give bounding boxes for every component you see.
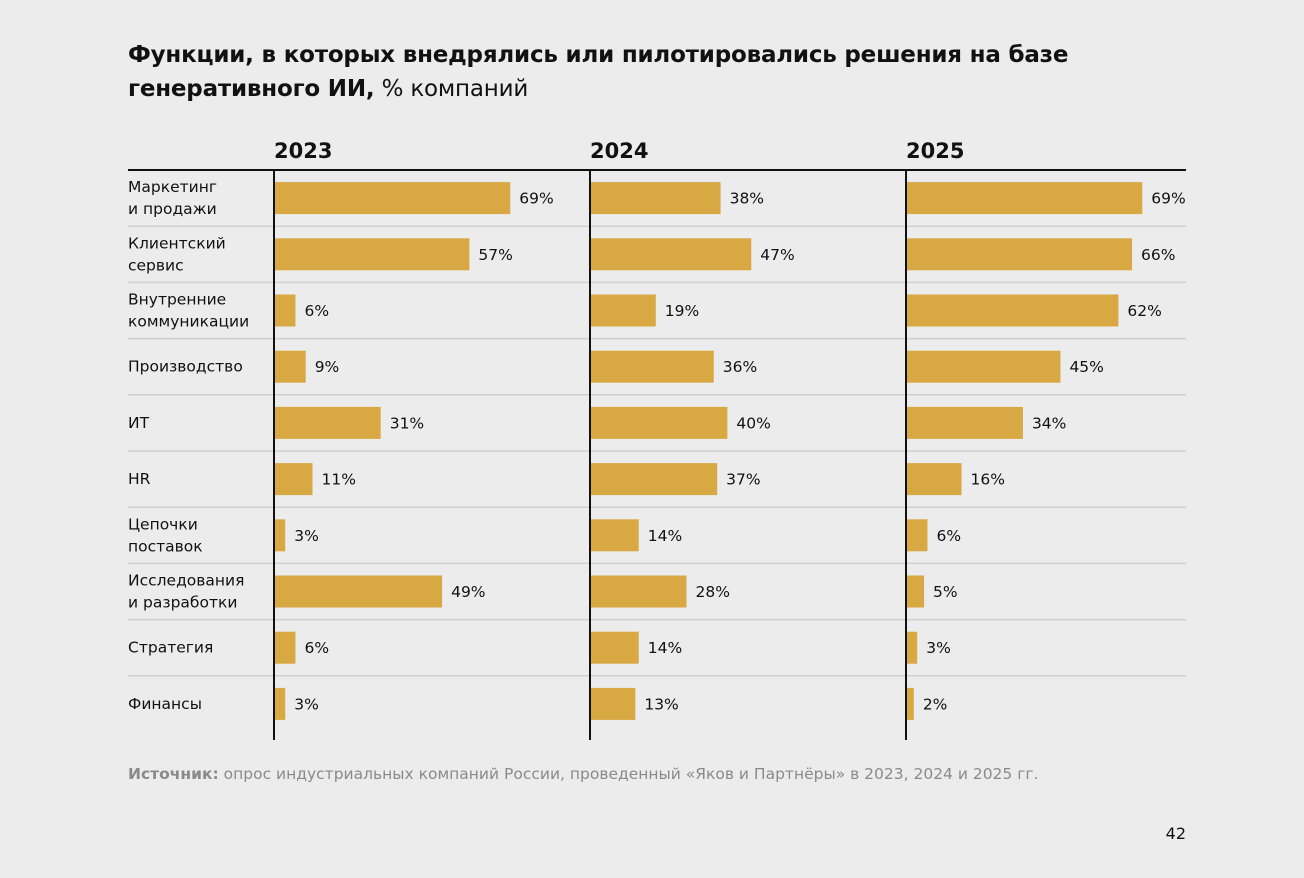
bar-2025	[907, 519, 928, 552]
bar-2025	[907, 463, 962, 496]
bar-2025	[907, 406, 1023, 439]
bar-2024	[591, 463, 718, 496]
bar-2023	[275, 575, 443, 608]
bar-2023	[275, 238, 470, 271]
bar-2023	[275, 631, 296, 664]
data-label: 66%	[1141, 246, 1175, 264]
panel-year-label: 2023	[274, 139, 332, 163]
bar-2024	[591, 631, 639, 664]
source-label: Источник:	[128, 765, 219, 783]
bar-2025	[907, 631, 918, 664]
category-label-line: HR	[128, 470, 151, 488]
data-label: 31%	[390, 414, 424, 432]
data-label: 14%	[648, 639, 682, 657]
category-label: Стратегия	[128, 639, 213, 657]
data-label: 62%	[1127, 302, 1161, 320]
bar-2024	[591, 575, 687, 608]
bar-2024	[591, 406, 728, 439]
category-label-line: Маркетинг	[128, 178, 217, 196]
data-label: 38%	[730, 190, 764, 208]
data-label: 6%	[304, 639, 329, 657]
data-label: 9%	[315, 358, 340, 376]
category-label: Внутренние коммуникации	[128, 291, 249, 331]
data-label: 13%	[644, 695, 678, 713]
bar-2024	[591, 182, 721, 215]
category-label-line: коммуникации	[128, 313, 249, 331]
data-label: 16%	[971, 471, 1005, 489]
data-label: 45%	[1069, 358, 1103, 376]
bar-2025	[907, 687, 914, 720]
source-text: опрос индустриальных компаний России, пр…	[218, 765, 1039, 783]
category-label-line: Исследования	[128, 572, 244, 590]
category-label: HR	[128, 470, 151, 488]
category-label-line: Цепочки	[128, 515, 198, 533]
bar-2025	[907, 294, 1119, 327]
bar-2024	[591, 238, 752, 271]
data-label: 6%	[304, 302, 329, 320]
bar-2023	[275, 350, 306, 383]
bar-2025	[907, 350, 1061, 383]
data-label: 6%	[936, 527, 961, 545]
category-label: Маркетинг и продажи	[128, 178, 217, 218]
bar-2024	[591, 687, 636, 720]
category-label-line: Производство	[128, 358, 243, 376]
panel-year-label: 2024	[590, 139, 648, 163]
category-label-line: Финансы	[128, 695, 202, 713]
bar-2025	[907, 575, 925, 608]
data-label: 3%	[294, 695, 319, 713]
category-label-line: сервис	[128, 256, 184, 274]
data-label: 34%	[1032, 414, 1066, 432]
panel-year-label: 2025	[906, 139, 964, 163]
data-label: 69%	[519, 190, 553, 208]
bar-2023	[275, 406, 381, 439]
category-label: Финансы	[128, 695, 202, 713]
data-label: 37%	[726, 471, 760, 489]
category-label-line: и продажи	[128, 200, 217, 218]
data-label: 47%	[760, 246, 794, 264]
category-label-line: поставок	[128, 537, 203, 555]
data-label: 2%	[923, 695, 948, 713]
category-label-line: Внутренние	[128, 291, 226, 309]
category-label-line: и разработки	[128, 594, 237, 612]
category-label: Исследования и разработки	[128, 572, 244, 612]
chart-title: Функции, в которых внедрялись или пилоти…	[128, 38, 1128, 106]
category-label: Цепочки поставок	[128, 515, 203, 555]
data-label: 5%	[933, 583, 958, 601]
bar-2024	[591, 350, 714, 383]
chart-title-main: Функции, в которых внедрялись или пилоти…	[128, 42, 1069, 102]
bar-2023	[275, 463, 313, 496]
data-label: 36%	[723, 358, 757, 376]
data-label: 11%	[322, 471, 356, 489]
data-label: 69%	[1151, 190, 1185, 208]
category-label-line: ИТ	[128, 414, 150, 432]
data-label: 14%	[648, 527, 682, 545]
data-label: 3%	[926, 639, 951, 657]
data-label: 19%	[665, 302, 699, 320]
category-label: Производство	[128, 358, 243, 376]
source-note: Источник: опрос индустриальных компаний …	[128, 765, 1038, 783]
category-label-line: Стратегия	[128, 639, 213, 657]
page-number: 42	[1165, 824, 1186, 843]
data-label: 3%	[294, 527, 319, 545]
bar-2023	[275, 519, 286, 552]
category-label-line: Клиентский	[128, 234, 226, 252]
bar-2025	[907, 238, 1133, 271]
bar-2025	[907, 182, 1143, 215]
data-label: 49%	[451, 583, 485, 601]
bar-2023	[275, 687, 286, 720]
data-label: 40%	[736, 414, 770, 432]
data-label: 28%	[695, 583, 729, 601]
category-label: Клиентский сервис	[128, 234, 226, 274]
bar-2023	[275, 294, 296, 327]
data-label: 57%	[478, 246, 512, 264]
chart-title-unit: % компаний	[374, 76, 529, 102]
category-label: ИТ	[128, 414, 150, 432]
bar-2024	[591, 294, 656, 327]
bar-2023	[275, 182, 511, 215]
bar-2024	[591, 519, 639, 552]
